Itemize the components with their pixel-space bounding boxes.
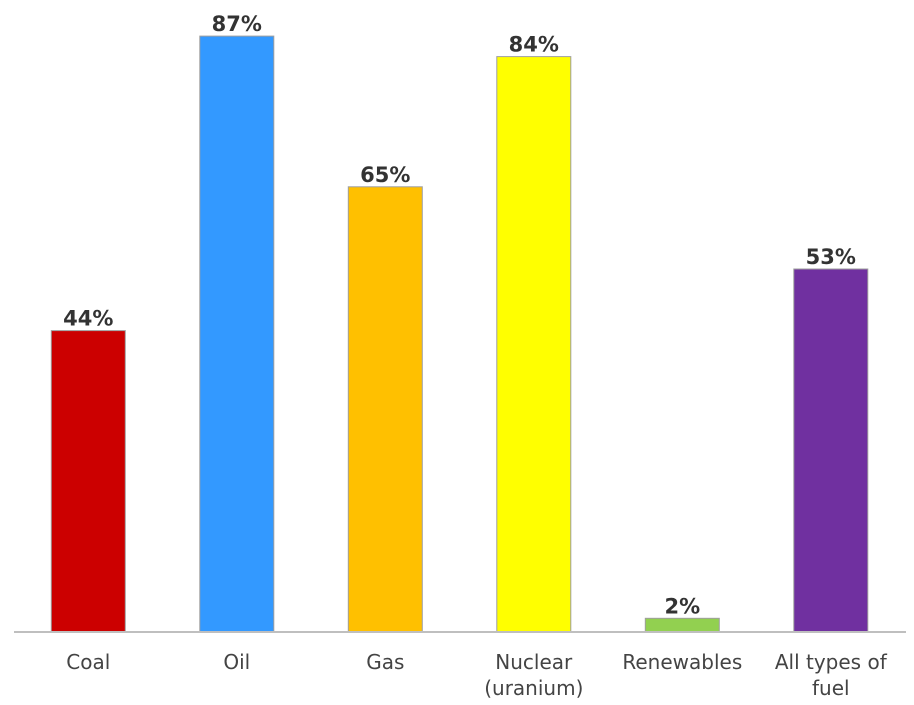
value-label-0: 44%: [63, 307, 113, 331]
value-label-5: 53%: [806, 245, 856, 269]
category-label-3-line-1: (uranium): [484, 676, 583, 700]
bar-2: [347, 186, 423, 633]
bar-0: [50, 330, 126, 633]
value-labels-group: 44% 87% 65% 84% 2% 53%: [63, 12, 856, 618]
bars-group: [50, 35, 869, 633]
bar-4: [644, 617, 720, 633]
category-label-4-line-0: Renewables: [622, 650, 742, 674]
category-label-5-line-1: fuel: [812, 676, 850, 700]
bar-3: [496, 56, 572, 633]
bar-5: [793, 268, 869, 633]
value-label-3: 84%: [509, 33, 559, 57]
category-label-0-line-0: Coal: [66, 650, 110, 674]
value-label-4: 2%: [664, 594, 700, 618]
category-label-2-line-0: Gas: [366, 650, 404, 674]
bar-1: [199, 35, 275, 633]
category-label-1-line-0: Oil: [223, 650, 250, 674]
category-labels-group: Coal Oil Gas Nuclear(uranium) Renewables All …: [66, 650, 887, 700]
value-label-2: 65%: [360, 163, 410, 187]
category-label-3-line-0: Nuclear: [495, 650, 573, 674]
value-label-1: 87%: [212, 12, 262, 36]
category-label-5-line-0: All types of: [775, 650, 888, 674]
